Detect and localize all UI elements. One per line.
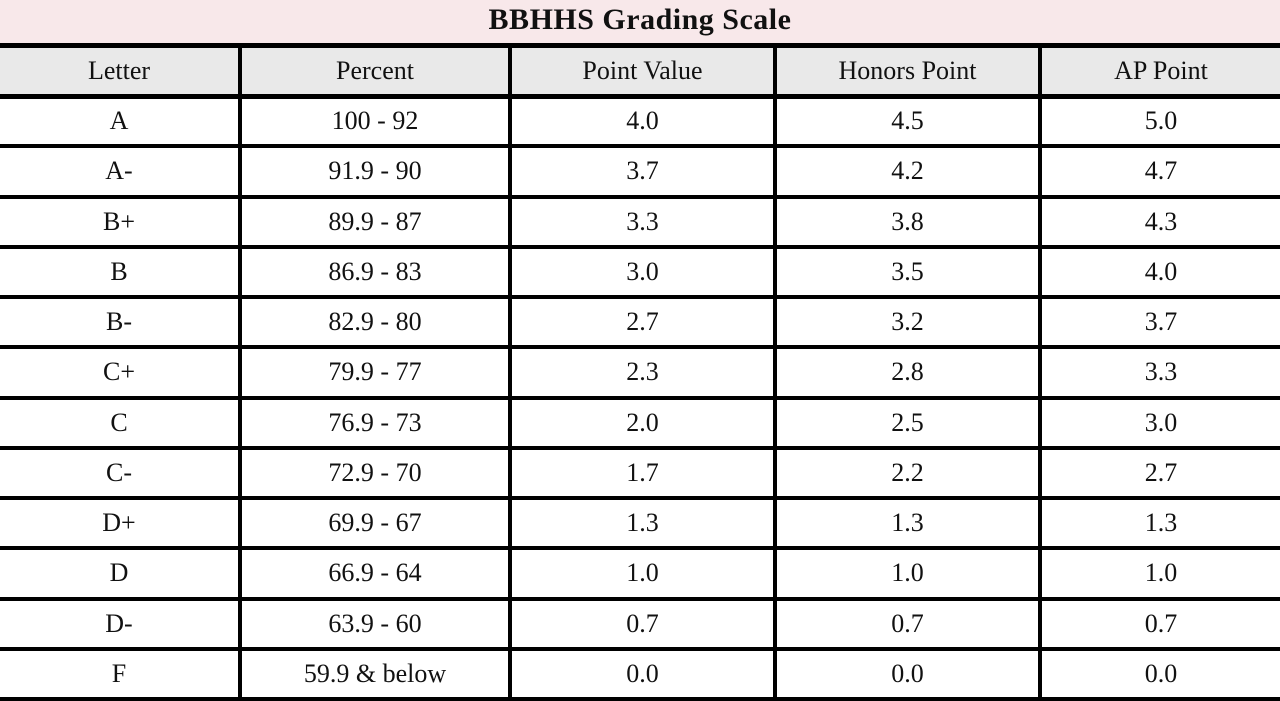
table-cell: 3.0 [1038, 395, 1280, 448]
column-header-letter: Letter [0, 48, 240, 99]
table-cell: 3.5 [773, 244, 1040, 297]
table-cell: 1.0 [773, 546, 1040, 599]
table-row: D+ 69.9 - 67 1.3 1.3 1.3 [0, 495, 1280, 549]
table-row: B- 82.9 - 80 2.7 3.2 3.7 [0, 294, 1280, 348]
table-cell: 0.0 [773, 646, 1040, 701]
table-cell: D [0, 546, 240, 599]
table-cell: A- [0, 144, 240, 197]
table-cell: 0.7 [1038, 596, 1280, 649]
table-cell: 4.7 [1038, 144, 1280, 197]
table-row: A- 91.9 - 90 3.7 4.2 4.7 [0, 144, 1280, 197]
table-row: D- 63.9 - 60 0.7 0.7 0.7 [0, 596, 1280, 649]
table-cell: 63.9 - 60 [238, 596, 510, 649]
table-cell: 86.9 - 83 [238, 244, 510, 297]
table-cell: 0.0 [1038, 646, 1280, 701]
table-cell: 4.5 [773, 96, 1040, 147]
table-cell: 89.9 - 87 [238, 194, 510, 247]
table-cell: 2.8 [773, 345, 1040, 398]
table-row: C 76.9 - 73 2.0 2.5 3.0 [0, 395, 1280, 448]
table-cell: C+ [0, 345, 240, 398]
table-cell: F [0, 646, 240, 701]
table-cell: 4.0 [1038, 244, 1280, 297]
column-header-point-value: Point Value [508, 48, 775, 99]
table-row: A 100 - 92 4.0 4.5 5.0 [0, 96, 1280, 147]
table-cell: B- [0, 294, 240, 348]
table-cell: C- [0, 445, 240, 498]
table-row: F 59.9 & below 0.0 0.0 0.0 [0, 646, 1280, 701]
column-header-honors-point: Honors Point [773, 48, 1040, 99]
table-cell: 0.0 [508, 646, 775, 701]
table-cell: 3.3 [1038, 345, 1280, 398]
table-cell: 3.7 [1038, 294, 1280, 348]
table-cell: 66.9 - 64 [238, 546, 510, 599]
table-cell: 72.9 - 70 [238, 445, 510, 498]
table-row: B 86.9 - 83 3.0 3.5 4.0 [0, 244, 1280, 297]
table-cell: 2.2 [773, 445, 1040, 498]
table-cell: 1.0 [508, 546, 775, 599]
table-cell: 91.9 - 90 [238, 144, 510, 197]
table-title-band: BBHHS Grading Scale [0, 0, 1280, 48]
table-cell: 2.0 [508, 395, 775, 448]
table-row: C+ 79.9 - 77 2.3 2.8 3.3 [0, 345, 1280, 398]
table-cell: 82.9 - 80 [238, 294, 510, 348]
table-cell: 69.9 - 67 [238, 495, 510, 549]
table-cell: 2.7 [508, 294, 775, 348]
table-cell: 3.2 [773, 294, 1040, 348]
table-row: D 66.9 - 64 1.0 1.0 1.0 [0, 546, 1280, 599]
column-header-percent: Percent [238, 48, 510, 99]
table-cell: 1.3 [773, 495, 1040, 549]
table-cell: 59.9 & below [238, 646, 510, 701]
table-cell: A [0, 96, 240, 147]
table-cell: 3.7 [508, 144, 775, 197]
table-cell: D+ [0, 495, 240, 549]
table-cell: 3.3 [508, 194, 775, 247]
table-cell: 2.7 [1038, 445, 1280, 498]
table-header-row: Letter Percent Point Value Honors Point AP P… [0, 48, 1280, 99]
column-header-ap-point: AP Point [1038, 48, 1280, 99]
table-cell: 79.9 - 77 [238, 345, 510, 398]
table-row: C- 72.9 - 70 1.7 2.2 2.7 [0, 445, 1280, 498]
table-cell: 1.7 [508, 445, 775, 498]
table-cell: 76.9 - 73 [238, 395, 510, 448]
table-cell: 1.0 [1038, 546, 1280, 599]
table-cell: 3.0 [508, 244, 775, 297]
table-cell: 100 - 92 [238, 96, 510, 147]
table-cell: B+ [0, 194, 240, 247]
table-cell: B [0, 244, 240, 297]
page-title: BBHHS Grading Scale [488, 2, 792, 36]
table-cell: 5.0 [1038, 96, 1280, 147]
grading-scale-table: Letter Percent Point Value Honors Point AP P… [0, 48, 1280, 701]
table-cell: D- [0, 596, 240, 649]
table-cell: 1.3 [508, 495, 775, 549]
table-cell: 2.3 [508, 345, 775, 398]
table-cell: 4.2 [773, 144, 1040, 197]
table-cell: 0.7 [773, 596, 1040, 649]
table-cell: 4.3 [1038, 194, 1280, 247]
table-cell: 0.7 [508, 596, 775, 649]
table-cell: 2.5 [773, 395, 1040, 448]
table-cell: 3.8 [773, 194, 1040, 247]
table-cell: 4.0 [508, 96, 775, 147]
table-row: B+ 89.9 - 87 3.3 3.8 4.3 [0, 194, 1280, 247]
table-cell: 1.3 [1038, 495, 1280, 549]
table-cell: C [0, 395, 240, 448]
